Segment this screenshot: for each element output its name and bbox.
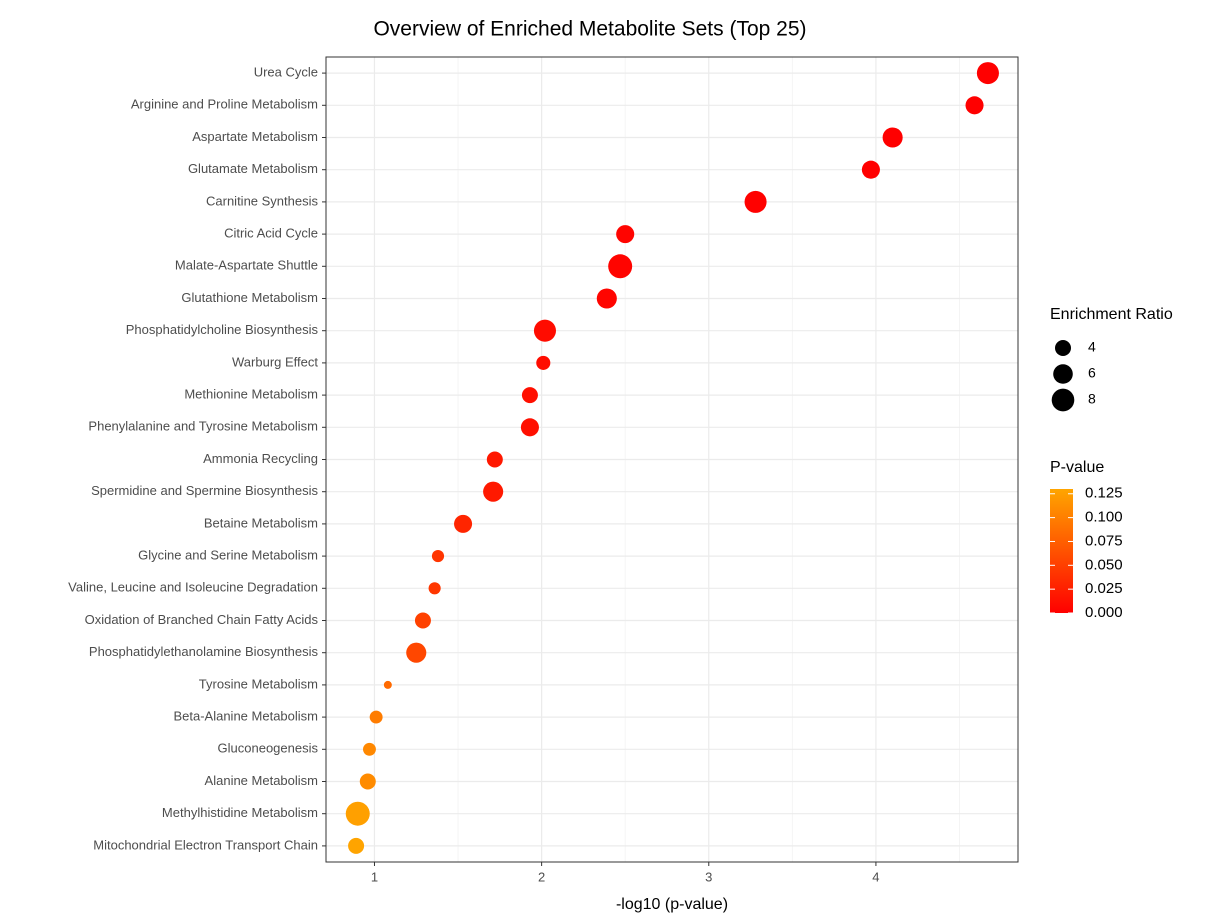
point (976, 62, 999, 85)
y-tick-label: Gluconeogenesis (218, 741, 319, 756)
point (882, 127, 903, 148)
size-legend-key (1051, 388, 1075, 412)
x-axis-label: -log10 (p-value) (616, 896, 728, 913)
point (454, 514, 473, 533)
y-tick-label: Methionine Metabolism (184, 387, 318, 402)
chart-title: Overview of Enriched Metabolite Sets (To… (373, 18, 806, 41)
colorbar-label: 0.100 (1085, 509, 1123, 526)
point (363, 742, 376, 756)
size-legend-label: 6 (1088, 365, 1096, 381)
colorbar-label: 0.025 (1085, 580, 1123, 597)
y-tick-label: Spermidine and Spermine Biosynthesis (91, 483, 318, 498)
point (861, 160, 880, 179)
y-tick-label: Oxidation of Branched Chain Fatty Acids (85, 612, 319, 627)
y-tick-label: Phenylalanine and Tyrosine Metabolism (88, 419, 318, 434)
y-tick-label: Ammonia Recycling (203, 451, 318, 466)
point (414, 612, 431, 629)
point (428, 582, 441, 595)
point (521, 387, 538, 404)
point (369, 710, 383, 724)
point (533, 319, 556, 342)
x-tick-label: 1 (371, 869, 378, 884)
y-tick-label: Methylhistidine Metabolism (162, 805, 318, 820)
y-tick-label: Arginine and Proline Metabolism (131, 97, 318, 112)
y-tick-label: Malate-Aspartate Shuttle (175, 258, 318, 273)
size-legend-key (1055, 340, 1071, 356)
y-tick-label: Carnitine Synthesis (206, 193, 318, 208)
colorbar-label: 0.075 (1085, 532, 1123, 549)
colorbar-label: 0.000 (1085, 604, 1123, 621)
y-tick-label: Glutamate Metabolism (188, 161, 318, 176)
y-tick-label: Phosphatidylcholine Biosynthesis (126, 322, 319, 337)
point (608, 254, 633, 279)
point (616, 225, 635, 244)
y-tick-label: Beta-Alanine Metabolism (173, 709, 318, 724)
point (744, 190, 767, 213)
y-tick-label: Phosphatidylethanolamine Biosynthesis (89, 644, 319, 659)
point (965, 96, 984, 115)
size-legend-label: 8 (1088, 391, 1096, 407)
x-tick-label: 3 (705, 869, 712, 884)
point (536, 355, 551, 370)
x-tick-label: 2 (538, 869, 545, 884)
point (486, 451, 503, 468)
y-tick-label: Valine, Leucine and Isoleucine Degradati… (68, 580, 318, 595)
colorbar (1050, 489, 1073, 613)
point (520, 418, 539, 437)
color-legend-title: P-value (1050, 459, 1104, 476)
y-tick-label: Glycine and Serine Metabolism (138, 548, 318, 563)
y-tick-label: Urea Cycle (254, 65, 318, 80)
x-tick-label: 4 (872, 869, 879, 884)
point (348, 837, 365, 854)
y-tick-label: Warburg Effect (232, 354, 318, 369)
y-tick-label: Mitochondrial Electron Transport Chain (93, 837, 318, 852)
point (406, 642, 427, 663)
y-tick-label: Alanine Metabolism (205, 773, 318, 788)
y-tick-label: Aspartate Metabolism (192, 129, 318, 144)
size-legend-label: 4 (1088, 339, 1096, 355)
plot-border (325, 56, 1019, 863)
point (359, 773, 376, 790)
point (345, 801, 370, 826)
colorbar-label: 0.050 (1085, 556, 1123, 573)
point (383, 680, 392, 689)
colorbar-label: 0.125 (1085, 485, 1123, 502)
size-legend-key (1053, 364, 1073, 384)
y-tick-label: Betaine Metabolism (204, 515, 318, 530)
point (483, 481, 504, 502)
point (596, 288, 617, 309)
y-tick-label: Citric Acid Cycle (224, 226, 318, 241)
y-tick-label: Glutathione Metabolism (181, 290, 318, 305)
y-tick-label: Tyrosine Metabolism (199, 676, 318, 691)
size-legend-title: Enrichment Ratio (1050, 306, 1173, 323)
point (431, 550, 445, 563)
